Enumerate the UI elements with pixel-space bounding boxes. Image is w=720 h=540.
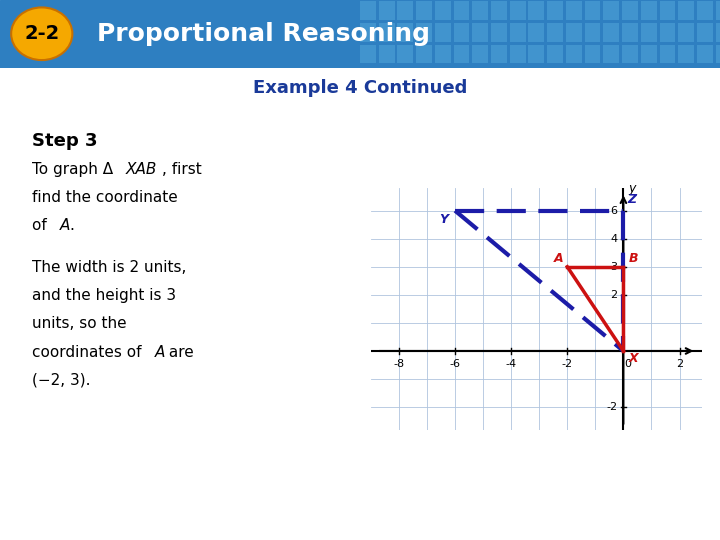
Text: 2: 2 (676, 359, 683, 369)
Bar (678, 2, 694, 20)
Bar (641, 2, 657, 20)
Text: The width is 2 units,: The width is 2 units, (32, 260, 186, 275)
Bar (622, 45, 638, 63)
Bar (491, 45, 507, 63)
Bar (416, 23, 432, 42)
Bar (678, 45, 694, 63)
Bar (566, 45, 582, 63)
Text: B: B (629, 252, 639, 265)
Bar (510, 2, 526, 20)
Text: 2-2: 2-2 (24, 24, 59, 43)
Text: 4: 4 (610, 234, 617, 244)
Bar (454, 2, 469, 20)
Bar (435, 2, 451, 20)
Text: Copyright © by Holt, Rinehart and Winston. All Rights Reserved.: Copyright © by Holt, Rinehart and Winsto… (413, 522, 706, 530)
Bar (641, 23, 657, 42)
Bar (641, 45, 657, 63)
Bar (603, 2, 619, 20)
Bar (360, 2, 376, 20)
Bar (716, 23, 720, 42)
Bar (566, 23, 582, 42)
Bar (360, 23, 376, 42)
Text: 6: 6 (611, 206, 617, 215)
Bar (491, 2, 507, 20)
Bar (622, 23, 638, 42)
Bar (472, 45, 488, 63)
Bar (379, 2, 395, 20)
Text: Example 4 Continued: Example 4 Continued (253, 79, 467, 97)
Text: X: X (629, 353, 639, 366)
Bar (547, 2, 563, 20)
Text: -8: -8 (393, 359, 405, 369)
Text: are: are (164, 345, 194, 360)
Bar (528, 23, 544, 42)
Bar (585, 23, 600, 42)
Bar (585, 45, 600, 63)
Bar (360, 45, 376, 63)
Bar (528, 45, 544, 63)
Text: Step 3: Step 3 (32, 132, 98, 150)
Text: units, so the: units, so the (32, 316, 127, 332)
Text: A: A (60, 218, 70, 233)
Text: 2: 2 (610, 290, 617, 300)
Bar (678, 23, 694, 42)
Bar (379, 23, 395, 42)
Bar (660, 23, 675, 42)
Bar (697, 2, 713, 20)
Bar (547, 45, 563, 63)
Bar (397, 45, 413, 63)
Bar (660, 45, 675, 63)
Text: Z: Z (628, 193, 636, 206)
Text: To graph Δ: To graph Δ (32, 162, 114, 177)
Bar (472, 23, 488, 42)
Text: -2: -2 (606, 402, 617, 412)
Bar (528, 2, 544, 20)
Text: and the height is 3: and the height is 3 (32, 288, 176, 303)
Bar (416, 2, 432, 20)
Bar (435, 23, 451, 42)
Text: A: A (554, 252, 563, 265)
Text: (−2, 3).: (−2, 3). (32, 373, 91, 388)
Bar (603, 45, 619, 63)
Text: y: y (629, 182, 636, 195)
Bar (379, 45, 395, 63)
Bar (697, 45, 713, 63)
Bar (547, 23, 563, 42)
Text: coordinates of: coordinates of (32, 345, 147, 360)
Bar (697, 23, 713, 42)
Ellipse shape (12, 8, 73, 60)
Bar (510, 23, 526, 42)
Text: -4: -4 (505, 359, 517, 369)
Text: 0: 0 (624, 359, 631, 369)
Bar (454, 45, 469, 63)
Text: -6: -6 (449, 359, 461, 369)
Text: A: A (155, 345, 165, 360)
Text: .: . (70, 218, 75, 233)
Text: XAB: XAB (126, 162, 158, 177)
Bar (585, 2, 600, 20)
Bar (454, 23, 469, 42)
Bar (416, 45, 432, 63)
Text: Holt Algebra 2: Holt Algebra 2 (14, 519, 127, 533)
Text: find the coordinate: find the coordinate (32, 190, 178, 205)
Bar (716, 2, 720, 20)
Bar (716, 45, 720, 63)
Text: Proportional Reasoning: Proportional Reasoning (97, 22, 431, 46)
Text: 3: 3 (611, 262, 617, 272)
Bar (603, 23, 619, 42)
Bar (472, 2, 488, 20)
Bar (397, 2, 413, 20)
Text: , first: , first (162, 162, 202, 177)
Text: Y: Y (439, 213, 448, 226)
Bar (510, 45, 526, 63)
Bar (660, 2, 675, 20)
Bar (397, 23, 413, 42)
Bar (566, 2, 582, 20)
Bar (622, 2, 638, 20)
Bar (435, 45, 451, 63)
Text: of: of (32, 218, 52, 233)
Bar (491, 23, 507, 42)
Text: -2: -2 (562, 359, 573, 369)
